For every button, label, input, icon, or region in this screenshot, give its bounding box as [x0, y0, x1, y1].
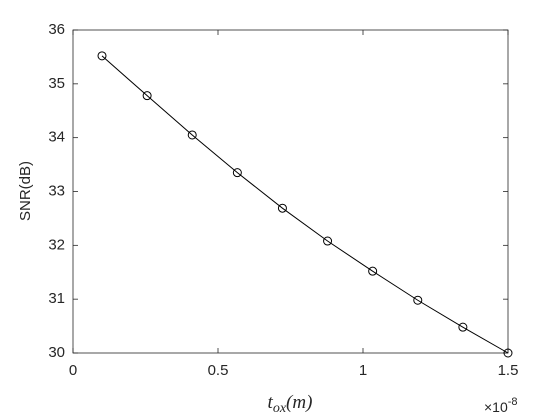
y-tick-label: 32: [48, 236, 65, 253]
x-label-base: t: [268, 392, 274, 413]
marker: [503, 348, 513, 358]
line: [101, 55, 509, 354]
y-tick-label: 33: [48, 182, 65, 199]
x-multiplier: ×10-8: [484, 396, 518, 415]
plot-box: [72, 29, 509, 354]
y-tick-label: 36: [48, 21, 65, 38]
y-tick-label: 35: [48, 75, 65, 92]
marker: [323, 236, 333, 246]
x-tick-label: 1.5: [498, 362, 519, 379]
x-multiplier-exp: -8: [508, 396, 518, 408]
x-label-sub: ox: [273, 401, 287, 416]
x-axis-label: tox(m): [268, 392, 313, 416]
x-multiplier-base: ×10: [484, 399, 508, 415]
marker: [232, 168, 242, 178]
x-tick-label: 0: [69, 362, 77, 379]
marker: [413, 295, 423, 305]
marker: [187, 130, 197, 140]
marker: [277, 203, 287, 213]
marker: [368, 266, 378, 276]
y-tick-label: 31: [48, 290, 65, 307]
marker: [97, 51, 107, 61]
x-label-rest: (m): [286, 392, 312, 413]
y-tick-label: 34: [48, 129, 65, 146]
x-tick-label: 1: [359, 362, 367, 379]
x-tick-label: 0.5: [208, 362, 229, 379]
marker: [142, 91, 152, 101]
marker: [458, 322, 468, 332]
y-axis-label: SNR(dB): [17, 161, 34, 221]
y-tick-label: 30: [48, 344, 65, 361]
